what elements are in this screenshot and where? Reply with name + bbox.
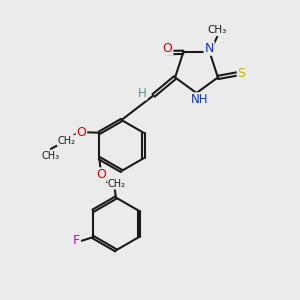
Text: O: O xyxy=(163,42,172,55)
Text: CH₂: CH₂ xyxy=(57,136,75,146)
Text: O: O xyxy=(96,168,106,181)
Text: CH₂: CH₂ xyxy=(108,179,126,189)
Text: S: S xyxy=(238,68,246,80)
Text: N: N xyxy=(204,42,214,55)
Text: NH: NH xyxy=(191,93,208,106)
Text: O: O xyxy=(76,126,86,139)
Text: CH₃: CH₃ xyxy=(208,25,227,35)
Text: F: F xyxy=(73,234,80,247)
Text: H: H xyxy=(138,87,146,100)
Text: CH₃: CH₃ xyxy=(42,151,60,161)
